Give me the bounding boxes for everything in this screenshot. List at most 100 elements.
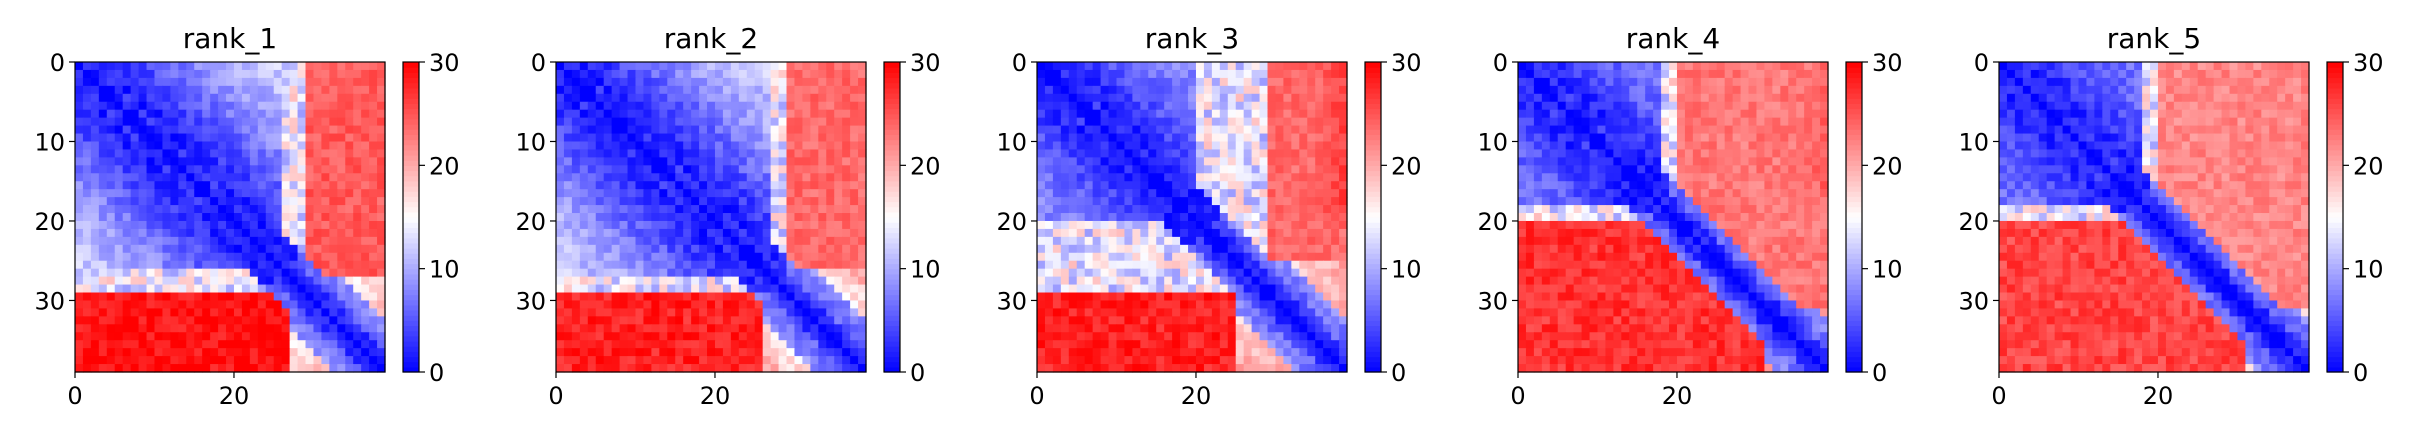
heatmap-cell — [1052, 276, 1062, 286]
heatmap-cell — [587, 93, 597, 103]
heatmap-cell — [794, 117, 804, 127]
heatmap-cell — [1820, 77, 1829, 87]
colorbar-segment — [1365, 165, 1381, 172]
heatmap-cell — [345, 85, 354, 95]
heatmap-cell — [1549, 69, 1559, 79]
heatmap-cell — [1132, 300, 1141, 310]
heatmap-cell — [210, 165, 219, 174]
heatmap-cell — [75, 308, 84, 317]
heatmap-cell — [106, 205, 116, 214]
heatmap-cell — [802, 117, 811, 127]
heatmap-cell — [1267, 77, 1277, 87]
heatmap-cell — [563, 205, 573, 214]
heatmap-cell — [699, 141, 708, 151]
heatmap-cell — [321, 260, 330, 270]
colorbar-tick-label: 0 — [429, 359, 444, 387]
x-tick-label: 0 — [1029, 382, 1044, 410]
heatmap-cell — [794, 197, 804, 206]
heatmap-cell — [1339, 340, 1348, 349]
heatmap-cell — [353, 205, 362, 214]
heatmap-cell — [170, 189, 179, 198]
heatmap-cell — [850, 348, 859, 357]
colorbar-segment — [1365, 124, 1381, 130]
heatmap-cell — [249, 268, 259, 278]
heatmap-cell — [643, 213, 652, 222]
heatmap-cell — [691, 292, 700, 302]
heatmap-cell — [611, 62, 621, 71]
heatmap-cell — [90, 332, 100, 341]
heatmap-cell — [210, 348, 219, 357]
heatmap-cell — [337, 141, 346, 151]
heatmap-cell — [746, 197, 756, 206]
heatmap-cell — [659, 340, 668, 349]
heatmap-cell — [1092, 236, 1102, 246]
heatmap-cell — [1044, 364, 1054, 373]
heatmap-cell — [1203, 348, 1213, 357]
heatmap-cell — [754, 228, 764, 238]
heatmap-cell — [1108, 189, 1118, 198]
heatmap-cell — [556, 133, 565, 143]
heatmap-cell — [1684, 85, 1694, 95]
heatmap-cell — [842, 300, 851, 310]
heatmap-cell — [842, 125, 851, 135]
heatmap-cell — [353, 181, 362, 190]
heatmap-cell — [90, 348, 100, 357]
heatmap-cell — [746, 244, 756, 254]
heatmap-cell — [377, 77, 386, 87]
heatmap-cell — [1315, 260, 1324, 270]
heatmap-cell — [1605, 93, 1614, 103]
heatmap-cell — [313, 364, 323, 373]
heatmap-cell — [603, 340, 613, 349]
heatmap-cell — [1044, 165, 1054, 174]
heatmap-cell — [377, 292, 386, 302]
heatmap-cell — [603, 284, 613, 294]
heatmap-cell — [1172, 228, 1181, 238]
heatmap-cell — [178, 141, 187, 151]
heatmap-cell — [122, 117, 132, 127]
heatmap-cell — [1331, 244, 1340, 254]
heatmap-cell — [794, 101, 804, 111]
heatmap-cell — [858, 348, 867, 357]
heatmap-cell — [826, 332, 835, 341]
y-tick-label: 20 — [515, 208, 546, 236]
heatmap-cell — [178, 173, 187, 182]
heatmap-cell — [1172, 316, 1181, 325]
heatmap-cell — [313, 284, 323, 294]
heatmap-cell — [842, 308, 851, 317]
heatmap-cell — [762, 292, 772, 302]
heatmap-cell — [377, 220, 386, 230]
heatmap-cell — [563, 348, 573, 357]
heatmap-cell — [1323, 77, 1332, 87]
heatmap-cell — [691, 244, 700, 254]
heatmap-cell — [82, 173, 92, 182]
heatmap-cell — [1092, 109, 1102, 119]
heatmap-cell — [1180, 77, 1189, 87]
heatmap-cell — [297, 292, 307, 302]
heatmap-cell — [265, 213, 275, 222]
heatmap-cell — [699, 213, 708, 222]
colorbar-segment — [403, 273, 419, 280]
heatmap-cell — [1148, 308, 1157, 317]
heatmap-cell — [563, 77, 573, 87]
heatmap-cell — [82, 165, 92, 174]
heatmap-cell — [627, 228, 637, 238]
heatmap-cell — [587, 316, 597, 325]
heatmap-cell — [1195, 181, 1205, 190]
colorbar-segment — [1365, 222, 1381, 228]
heatmap-cell — [1076, 220, 1086, 230]
heatmap-cell — [579, 149, 589, 158]
heatmap-cell — [313, 69, 323, 79]
heatmap-cell — [754, 292, 764, 302]
heatmap-cell — [1331, 332, 1340, 341]
heatmap-cell — [699, 205, 708, 214]
heatmap-cell — [1172, 133, 1181, 143]
heatmap-cell — [297, 252, 307, 262]
heatmap-cell — [249, 300, 259, 310]
heatmap-cell — [162, 236, 171, 246]
heatmap-cell — [1251, 260, 1261, 270]
heatmap-cell — [1700, 85, 1710, 95]
heatmap-cell — [738, 189, 748, 198]
heatmap-cell — [353, 252, 362, 262]
heatmap-cell — [675, 284, 684, 294]
heatmap-cell — [1156, 356, 1165, 365]
